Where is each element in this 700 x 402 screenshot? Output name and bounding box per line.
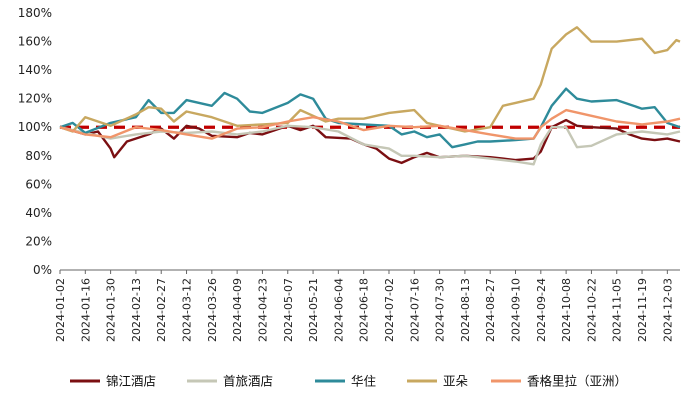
x-tick-label: 2024-01-02 — [54, 278, 67, 342]
x-tick-label: 2024-06-04 — [332, 278, 345, 342]
x-tick-label: 2024-10-22 — [585, 278, 598, 342]
series-line-3 — [59, 26, 681, 133]
x-tick-label: 2024-07-16 — [408, 278, 421, 342]
x-tick-label: 2024-01-16 — [79, 278, 92, 342]
legend: 锦江酒店 首旅酒店 华住 亚朵 香格里拉（亚洲） — [70, 374, 627, 389]
y-tick-label: 80% — [25, 149, 52, 163]
x-tick-label: 2024-11-05 — [611, 278, 624, 342]
x-tick-label: 2024-08-27 — [484, 278, 497, 342]
legend-label: 锦江酒店 — [106, 374, 156, 389]
y-tick-label: 40% — [25, 206, 52, 220]
y-tick-label: 180% — [18, 6, 52, 20]
x-tick-label: 2024-09-10 — [510, 278, 523, 342]
y-tick-label: 140% — [18, 63, 52, 77]
x-tick-label: 2024-01-30 — [105, 278, 118, 342]
series-line-4 — [59, 108, 681, 140]
x-tick-label: 2024-10-08 — [560, 278, 573, 342]
legend-label: 首旅酒店 — [223, 374, 273, 389]
x-tick-label: 2024-08-13 — [459, 278, 472, 342]
x-tick-label: 2024-03-12 — [181, 278, 194, 342]
x-tick-label: 2024-02-13 — [130, 278, 143, 342]
x-axis-ticks: 2024-01-02 2024-01-16 2024-01-30 2024-02-13… — [54, 270, 674, 342]
x-tick-label: 2024-04-23 — [256, 278, 269, 342]
series-line-0 — [59, 118, 681, 165]
y-tick-label: 0% — [33, 263, 52, 277]
x-tick-label: 2024-11-19 — [636, 278, 649, 342]
x-tick-label: 2024-12-03 — [661, 278, 674, 342]
series-lines — [59, 26, 681, 166]
y-tick-label: 100% — [18, 120, 52, 134]
x-tick-label: 2024-04-09 — [231, 278, 244, 342]
x-tick-label: 2024-05-07 — [282, 278, 295, 342]
y-axis-ticks: 0% 20% 40% 60% 80% 100% 120% 140% 160% 180% — [18, 6, 52, 277]
legend-label: 香格里拉（亚洲） — [527, 374, 627, 389]
series-line-1 — [59, 124, 681, 166]
y-tick-label: 160% — [18, 35, 52, 49]
x-tick-label: 2024-03-26 — [206, 278, 219, 342]
x-tick-label: 2024-07-30 — [434, 278, 447, 342]
y-tick-label: 20% — [25, 234, 52, 248]
x-tick-label: 2024-06-18 — [358, 278, 371, 342]
x-tick-label: 2024-05-21 — [307, 278, 320, 342]
x-tick-label: 2024-02-27 — [155, 278, 168, 342]
legend-label: 亚朵 — [443, 374, 469, 389]
legend-label: 华住 — [351, 374, 377, 389]
y-tick-label: 60% — [25, 177, 52, 191]
x-tick-label: 2024-07-02 — [383, 278, 396, 342]
x-tick-label: 2024-09-24 — [535, 278, 548, 342]
y-tick-label: 120% — [18, 92, 52, 106]
